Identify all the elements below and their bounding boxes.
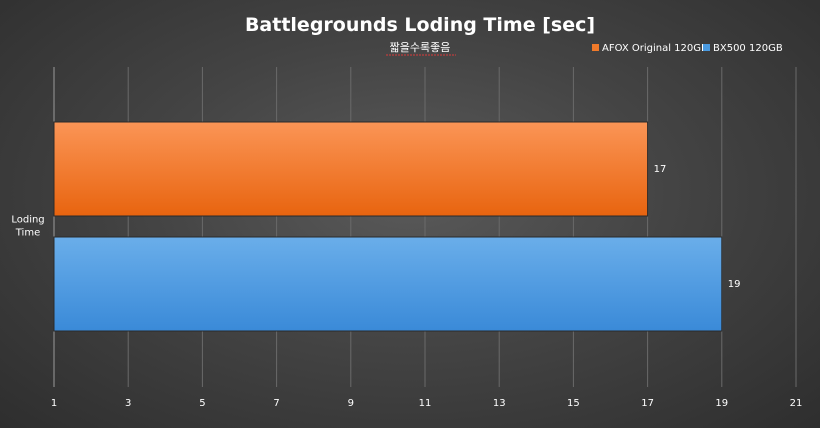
x-tick-label: 1 [51,398,57,409]
legend-label: AFOX Original 120GB [602,43,708,54]
x-axis-ticks: 1 3 5 7 9 11 13 15 17 19 21 [51,398,803,409]
x-tick-label: 9 [348,398,354,409]
category-label: Loding Time [11,215,44,239]
x-tick-label: 21 [790,398,803,409]
x-tick-label: 3 [125,398,131,409]
chart-subtitle: 짧을수록좋음 [390,40,451,54]
bar-bx500 [53,236,723,332]
legend: AFOX Original 120GB BX500 120GB [592,43,783,54]
gridlines [53,67,797,387]
x-tick-label: 15 [567,398,580,409]
data-label: 19 [728,279,741,290]
legend-label: BX500 120GB [713,43,783,54]
data-label: 17 [654,164,667,175]
x-tick-label: 19 [715,398,728,409]
bar-afox [53,121,649,217]
legend-swatch [703,44,710,51]
x-tick-label: 7 [273,398,279,409]
x-tick-label: 5 [199,398,205,409]
chart-title: Battlegrounds Loding Time [sec] [245,14,595,36]
x-tick-label: 17 [641,398,654,409]
legend-swatch [592,44,599,51]
x-tick-label: 13 [493,398,506,409]
x-tick-label: 11 [419,398,432,409]
